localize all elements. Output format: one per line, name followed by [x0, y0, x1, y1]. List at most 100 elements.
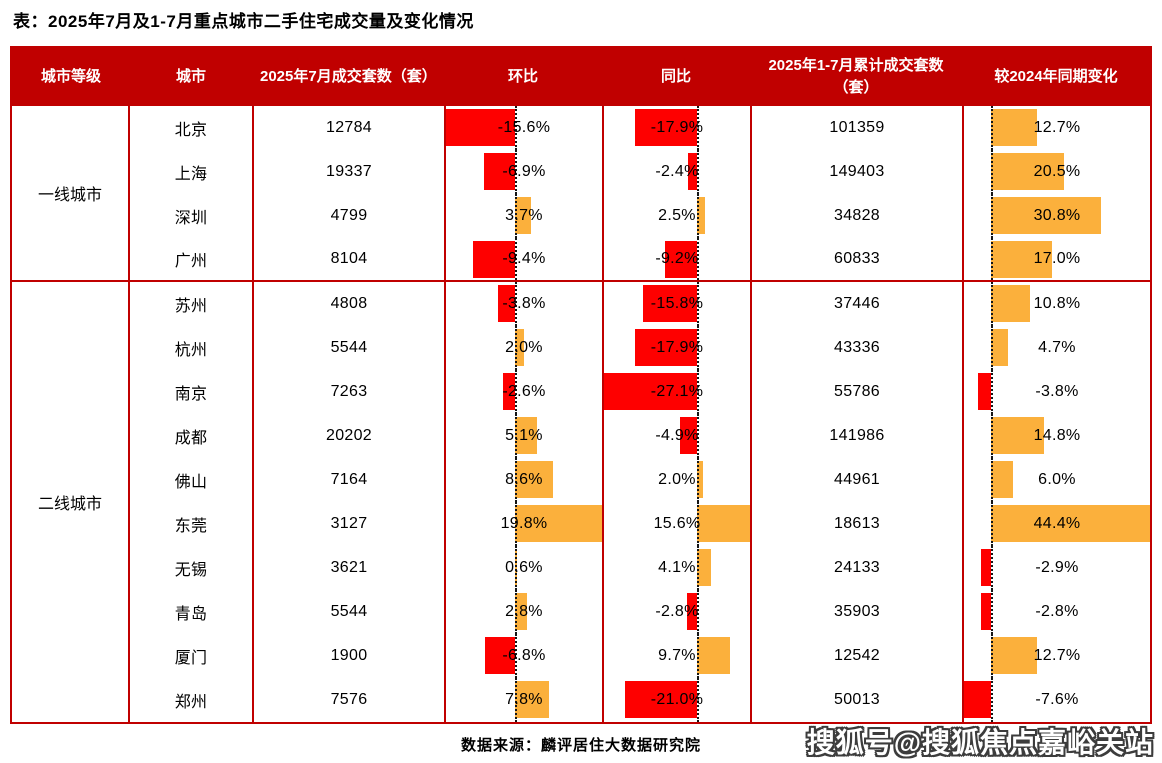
- zero-axis-line: [696, 458, 699, 502]
- change-vs-2024-value: 14.8%: [1033, 427, 1081, 444]
- july-sales-value: 1900: [252, 634, 444, 678]
- header-change-vs-2024: 较2024年同期变化: [994, 68, 1118, 86]
- change-vs-2024-value: 6.0%: [1038, 471, 1076, 488]
- mom-data-bar: [514, 593, 528, 630]
- change-data-bar: [977, 373, 992, 410]
- zero-axis-line: [991, 414, 994, 458]
- change-vs-2024-cell: -2.9%: [962, 546, 1150, 590]
- yoy-data-bar: [665, 241, 697, 278]
- change-vs-2024-value: 10.8%: [1033, 295, 1081, 312]
- cumulative-sales-value: 34828: [750, 194, 962, 238]
- zero-axis-line: [514, 106, 517, 150]
- mom-data-bar: [484, 153, 515, 190]
- change-data-bar: [991, 329, 1008, 366]
- zero-axis-line: [514, 282, 517, 326]
- table-row: 广州 8104 -9.4% -9.2% 60833 17.0%: [130, 238, 1150, 282]
- zero-axis-line: [991, 370, 994, 414]
- change-vs-2024-cell: 44.4%: [962, 502, 1150, 546]
- table-row: 郑州 7576 7.8% -21.0% 50013 -7.6%: [130, 678, 1150, 722]
- change-vs-2024-cell: 6.0%: [962, 458, 1150, 502]
- zero-axis-line: [514, 502, 517, 546]
- zero-axis-line: [696, 370, 699, 414]
- zero-axis-line: [696, 502, 699, 546]
- table-row: 南京 7263 -2.6% -27.1% 55786 -3.8%: [130, 370, 1150, 414]
- zero-axis-line: [991, 106, 994, 150]
- mom-data-bar: [514, 505, 602, 542]
- data-table: 城市等级 城市 2025年7月成交套数（套） 环比 同比 2025年1-7月累计…: [10, 46, 1152, 724]
- change-data-bar: [991, 153, 1065, 190]
- mom-data-bar: [503, 373, 515, 410]
- zero-axis-line: [991, 458, 994, 502]
- city-name: 郑州: [174, 694, 208, 711]
- change-vs-2024-value: -3.8%: [1035, 383, 1079, 400]
- page-title: 表：2025年7月及1-7月重点城市二手住宅成交量及变化情况: [13, 12, 474, 31]
- city-name: 佛山: [174, 474, 208, 491]
- mom-change-value: 5.1%: [505, 427, 543, 444]
- change-vs-2024-value: 4.7%: [1038, 339, 1076, 356]
- cumulative-sales-value: 44961: [750, 458, 962, 502]
- change-vs-2024-cell: 17.0%: [962, 238, 1150, 280]
- city-name: 无锡: [174, 562, 208, 579]
- yoy-data-bar: [696, 197, 706, 234]
- mom-change-cell: 2.0%: [444, 326, 602, 370]
- mom-change-value: 7.8%: [505, 691, 543, 708]
- yoy-data-bar: [688, 153, 697, 190]
- yoy-change-value: 2.5%: [658, 207, 696, 224]
- july-sales-value: 20202: [252, 414, 444, 458]
- july-sales-value: 3621: [252, 546, 444, 590]
- change-vs-2024-cell: 4.7%: [962, 326, 1150, 370]
- table-row: 北京 12784 -15.6% -17.9% 101359 12.7%: [130, 106, 1150, 150]
- yoy-change-cell: 15.6%: [602, 502, 750, 546]
- change-vs-2024-cell: -7.6%: [962, 678, 1150, 722]
- data-source-note: 数据来源：麟评居住大数据研究院: [460, 737, 701, 754]
- mom-change-value: -9.4%: [502, 250, 546, 267]
- header-city: 城市: [175, 68, 206, 86]
- yoy-data-bar: [604, 373, 697, 410]
- table-row: 深圳 4799 3.7% 2.5% 34828 30.8%: [130, 194, 1150, 238]
- zero-axis-line: [696, 150, 699, 194]
- change-vs-2024-cell: 30.8%: [962, 194, 1150, 238]
- city-name: 厦门: [174, 650, 208, 667]
- zero-axis-line: [991, 678, 994, 722]
- zero-axis-line: [514, 458, 517, 502]
- change-vs-2024-value: 30.8%: [1033, 207, 1081, 224]
- header-mom: 环比: [507, 68, 538, 86]
- city-name: 北京: [174, 122, 208, 139]
- city-name: 苏州: [174, 298, 208, 315]
- cumulative-sales-value: 37446: [750, 282, 962, 326]
- city-name: 东莞: [174, 518, 208, 535]
- change-data-bar: [964, 681, 992, 718]
- mom-data-bar: [484, 637, 515, 674]
- city-name: 深圳: [174, 210, 208, 227]
- change-data-bar: [991, 109, 1037, 146]
- cumulative-sales-value: 101359: [750, 106, 962, 150]
- header-city-tier: 城市等级: [40, 68, 101, 86]
- zero-axis-line: [991, 546, 994, 590]
- mom-data-bar: [514, 417, 538, 454]
- yoy-data-bar: [624, 681, 697, 718]
- mom-data-bar: [498, 285, 515, 322]
- yoy-change-value: 2.0%: [658, 471, 696, 488]
- change-vs-2024-cell: 20.5%: [962, 150, 1150, 194]
- yoy-change-value: -17.9%: [650, 119, 704, 136]
- zero-axis-line: [514, 194, 517, 238]
- yoy-change-value: -2.4%: [655, 163, 699, 180]
- yoy-data-bar: [679, 417, 697, 454]
- july-sales-value: 3127: [252, 502, 444, 546]
- cumulative-sales-value: 55786: [750, 370, 962, 414]
- cumulative-sales-value: 60833: [750, 238, 962, 280]
- table-row: 厦门 1900 -6.8% 9.7% 12542 12.7%: [130, 634, 1150, 678]
- header-cumulative-sales: 2025年1-7月累计成交套数（套）: [768, 57, 944, 96]
- mom-change-value: -2.6%: [502, 383, 546, 400]
- mom-change-cell: 19.8%: [444, 502, 602, 546]
- mom-change-value: -6.9%: [502, 163, 546, 180]
- july-sales-value: 7576: [252, 678, 444, 722]
- yoy-change-cell: 2.5%: [602, 194, 750, 238]
- change-vs-2024-cell: 12.7%: [962, 106, 1150, 150]
- tier-column: 一线城市 二线城市: [12, 106, 130, 722]
- zero-axis-line: [696, 546, 699, 590]
- zero-axis-line: [696, 238, 699, 280]
- table-row: 佛山 7164 8.6% 2.0% 44961 6.0%: [130, 458, 1150, 502]
- zero-axis-line: [696, 106, 699, 150]
- change-data-bar: [991, 417, 1045, 454]
